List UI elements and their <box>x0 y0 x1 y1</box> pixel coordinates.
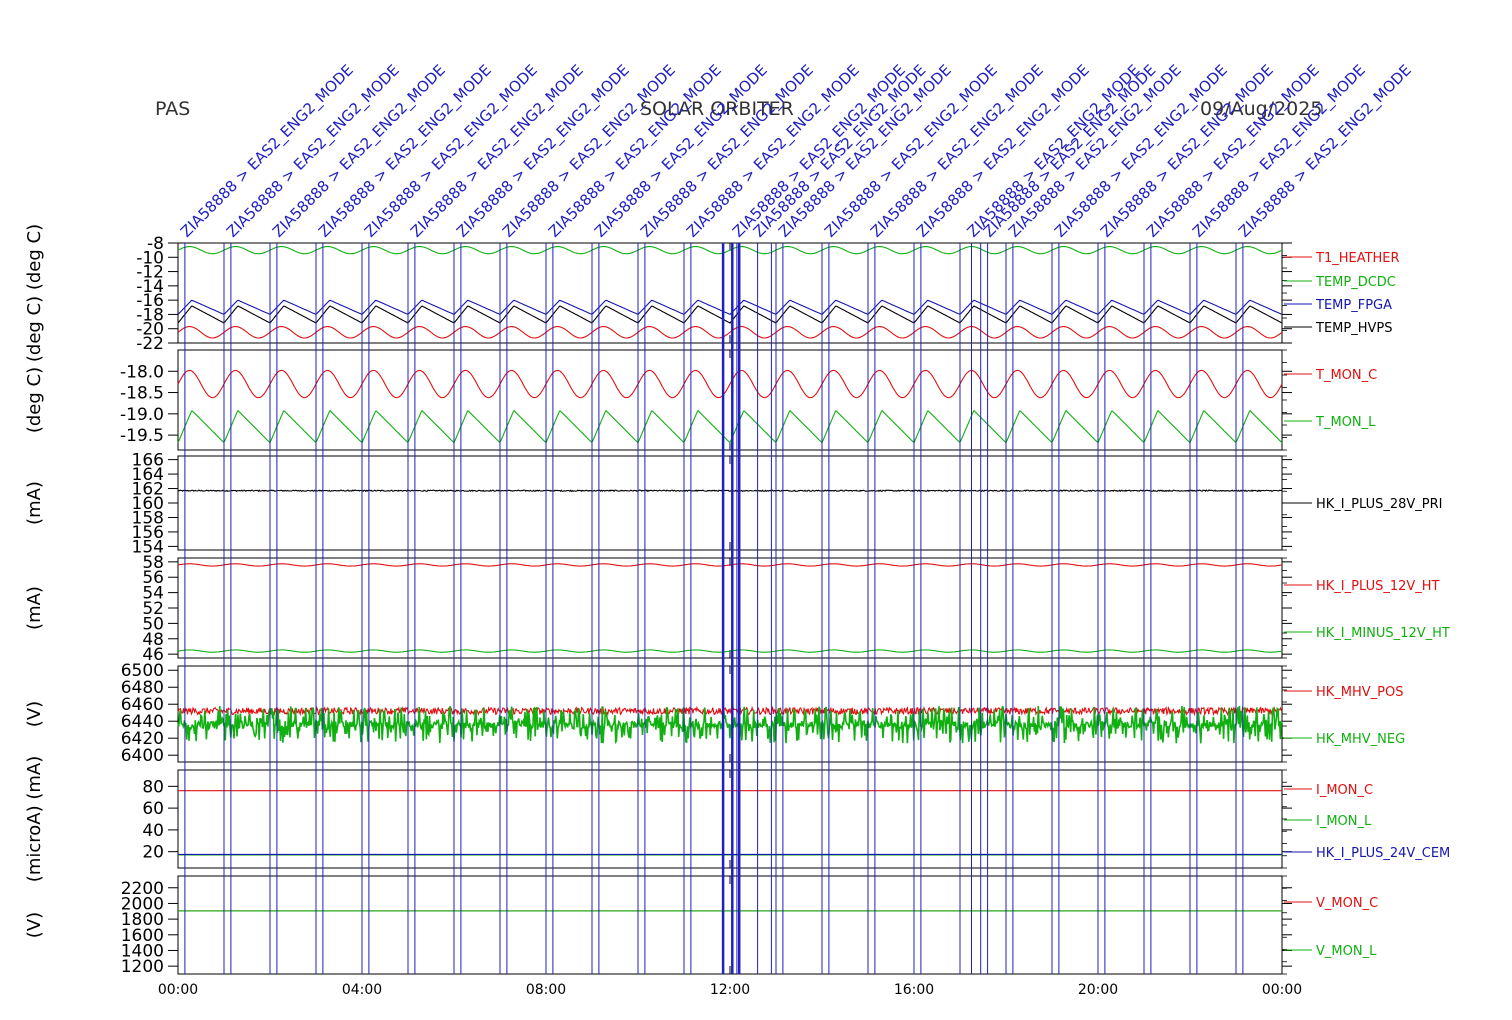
legend-label: TEMP_HVPS <box>1315 321 1392 336</box>
y-axis-label: (V) <box>24 912 45 938</box>
y-tick-label: 6400 <box>121 746 164 766</box>
y-tick-label: 160 <box>132 494 164 514</box>
y-axis-label: (mA) <box>24 481 45 525</box>
y-tick-label: -22 <box>136 334 164 354</box>
panel-frame <box>177 769 1283 869</box>
y-tick-label: 60 <box>142 799 164 819</box>
y-tick-label: -16 <box>136 291 164 311</box>
y-tick-label: 1200 <box>121 957 164 977</box>
legend-label: HK_I_MINUS_12V_HT <box>1316 626 1450 641</box>
y-tick-label: 52 <box>142 599 164 619</box>
series-line-t-mon-l <box>177 409 1283 444</box>
y-tick-label: 48 <box>142 630 164 650</box>
legend-label: TEMP_DCDC <box>1315 275 1396 290</box>
y-tick-label: 166 <box>132 451 164 471</box>
y-tick-label: 50 <box>142 614 164 634</box>
panel-frame <box>177 875 1283 975</box>
series-line-hk-i-plus-28v-pri <box>177 489 1282 493</box>
y-tick-label: 20 <box>142 843 164 863</box>
header-left: PAS <box>155 98 191 120</box>
legend-label: HK_MHV_NEG <box>1316 732 1405 747</box>
y-tick-label: -19.5 <box>120 426 164 446</box>
panel-0: -8-10-12-14-16-18-20-22 (deg C) (deg C) T1… <box>24 224 1400 362</box>
panel-frame <box>177 242 1283 344</box>
x-tick-label: 00:00 <box>158 982 198 998</box>
y-tick-label: -8 <box>147 234 164 254</box>
legend-label: T_MON_L <box>1315 415 1376 430</box>
y-tick-label: -12 <box>136 263 164 283</box>
y-tick-label: -18.0 <box>120 362 164 382</box>
y-axis-label: (deg C) (deg C) <box>24 224 45 362</box>
y-tick-label: -20 <box>136 320 164 340</box>
panel-frame <box>177 349 1283 451</box>
y-tick-label: 164 <box>132 465 164 485</box>
legend-label: HK_MHV_POS <box>1316 685 1404 700</box>
y-tick-label: -10 <box>136 248 164 268</box>
y-tick-label: 154 <box>132 537 164 557</box>
x-tick-label: 20:00 <box>1078 982 1118 998</box>
y-tick-label: 156 <box>132 523 164 543</box>
panel-frame <box>177 557 1283 659</box>
y-tick-label: 1800 <box>121 910 164 930</box>
y-tick-label: 58 <box>142 553 164 573</box>
y-tick-label: 80 <box>142 777 164 797</box>
panel-1: -18.0-18.5-19.0-19.5 (deg C) T_MON_C T_MON_… <box>24 349 1377 451</box>
y-tick-label: 6480 <box>121 678 164 698</box>
y-tick-label: -18.5 <box>120 384 164 404</box>
legend-label: I_MON_L <box>1316 814 1372 829</box>
x-tick-label: 04:00 <box>342 982 382 998</box>
panels: -8-10-12-14-16-18-20-22 (deg C) (deg C) T1… <box>24 224 1450 977</box>
legend-label: HK_I_PLUS_28V_PRI <box>1316 497 1442 512</box>
x-tick-label: 12:00 <box>710 982 750 998</box>
y-tick-label: 162 <box>132 480 164 500</box>
legend-label: V_MON_C <box>1316 896 1378 911</box>
legend-label: I_MON_C <box>1316 783 1373 798</box>
y-tick-label: 158 <box>132 508 164 528</box>
panel-frame <box>177 455 1283 551</box>
y-tick-label: 56 <box>142 568 164 588</box>
y-tick-label: 40 <box>142 821 164 841</box>
x-tick-label: 08:00 <box>526 982 566 998</box>
legend-label: HK_I_PLUS_24V_CEM <box>1316 846 1450 861</box>
x-tick-label: 16:00 <box>894 982 934 998</box>
y-tick-label: 6460 <box>121 695 164 715</box>
y-tick-label: -18 <box>136 305 164 325</box>
legend-label: T1_HEATHER <box>1315 251 1400 266</box>
y-tick-label: 1400 <box>121 941 164 961</box>
y-tick-label: 6440 <box>121 712 164 732</box>
y-axis-label: (microA) (mA) <box>24 756 45 882</box>
y-tick-label: 2000 <box>121 894 164 914</box>
y-tick-label: 2200 <box>121 879 164 899</box>
legend-label: V_MON_L <box>1316 944 1377 959</box>
legend-label: TEMP_FPGA <box>1315 298 1392 313</box>
series-line-t-mon-c <box>177 369 1283 399</box>
y-tick-label: -14 <box>136 277 164 297</box>
header-center: SOLAR ORBITER <box>640 98 794 120</box>
y-axis-label: (V) <box>24 701 45 727</box>
y-tick-label: 54 <box>142 584 164 604</box>
y-tick-label: 1600 <box>121 926 164 946</box>
header-right: 09/Aug/2025 <box>1200 98 1323 120</box>
x-tick-label: 00:00 <box>1262 982 1302 998</box>
series-line-temp-fpga <box>177 299 1283 316</box>
y-tick-label: 46 <box>142 645 164 665</box>
y-tick-label: 6500 <box>121 661 164 681</box>
y-tick-label: -19.0 <box>120 405 164 425</box>
legend-label: HK_I_PLUS_12V_HT <box>1316 579 1440 594</box>
legend-label: T_MON_C <box>1315 368 1377 383</box>
y-axis-label: (deg C) <box>24 367 45 433</box>
y-tick-label: 6420 <box>121 729 164 749</box>
y-axis-label: (mA) <box>24 586 45 630</box>
